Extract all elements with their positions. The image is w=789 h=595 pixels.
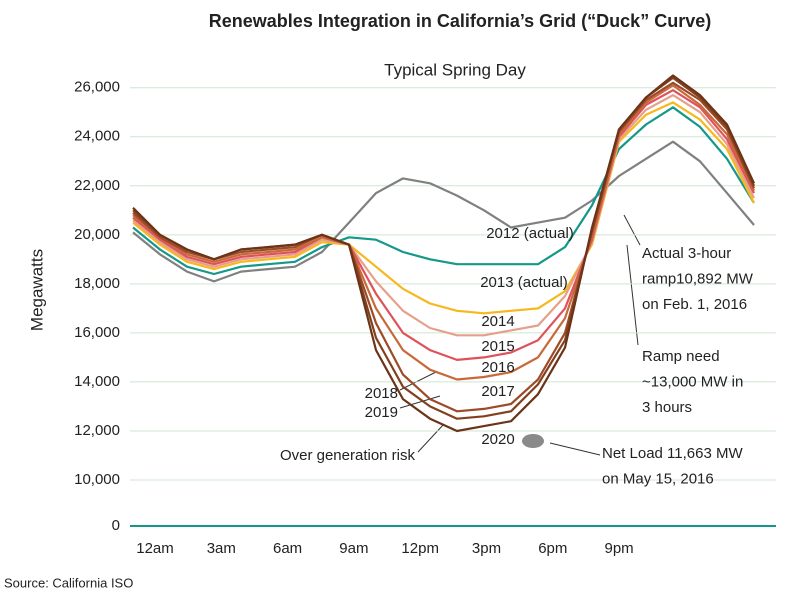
series-label: 2012 (actual) [486,225,574,242]
leaders [399,214,641,456]
series-label: 2015 [481,338,514,355]
y-tick-label: 0 [112,517,120,534]
series-label: 2017 [481,383,514,400]
annotation: ~13,000 MW in [642,373,743,390]
series-label: 2019 [365,404,398,421]
leader [626,244,639,346]
annotation: Ramp need [642,348,720,365]
source: Source: California ISO [4,575,133,590]
series-line [132,106,755,276]
x-tick-label: 12am [136,540,174,557]
x-tick-label: 9am [339,540,368,557]
series-label: 2020 [481,431,514,448]
series-label: 2016 [481,359,514,376]
leader [399,395,441,409]
leader [623,214,641,246]
series-line [132,81,755,413]
x-tick-label: 6am [273,540,302,557]
x-tick-label: 9pm [605,540,634,557]
leader [399,371,437,391]
x-tick-label: 12pm [401,540,439,557]
annotation: Actual 3-hour [642,245,731,262]
series-label: 2018 [365,385,398,402]
x-tick-label: 3am [207,540,236,557]
series-line [132,84,755,381]
series-line [132,140,755,283]
leader [417,423,445,453]
chart-subtitle: Typical Spring Day [384,60,526,79]
x-tick-label: 6pm [538,540,567,557]
y-tick-label: 20,000 [74,226,120,243]
series-line [132,89,755,361]
y-tick-label: 26,000 [74,79,120,96]
net-load-marker [522,434,544,448]
annotation: 3 hours [642,399,692,416]
y-tick-label: 24,000 [74,128,120,145]
y-tick-label: 14,000 [74,373,120,390]
annotation: on Feb. 1, 2016 [642,296,747,313]
y-tick-label: 18,000 [74,275,120,292]
y-tick-label: 12,000 [74,422,120,439]
series-label: 2013 (actual) [480,274,568,291]
series-line [132,74,755,433]
y-tick-label: 16,000 [74,324,120,341]
chart-title: Renewables Integration in California’s G… [209,11,711,31]
y-tick-label: 10,000 [74,471,120,488]
annotation: Over generation risk [280,447,416,464]
y-axis-label: Megawatts [27,249,46,331]
series-line [132,101,755,315]
annotation: ramp10,892 MW [642,270,754,287]
y-tick-label: 22,000 [74,177,120,194]
series-label: 2014 [481,313,514,330]
series-line [132,94,755,337]
annotation: on May 15, 2016 [602,470,714,487]
annotation: Net Load 11,663 MW [602,445,743,462]
x-tick-label: 3pm [472,540,501,557]
leader [549,442,601,456]
